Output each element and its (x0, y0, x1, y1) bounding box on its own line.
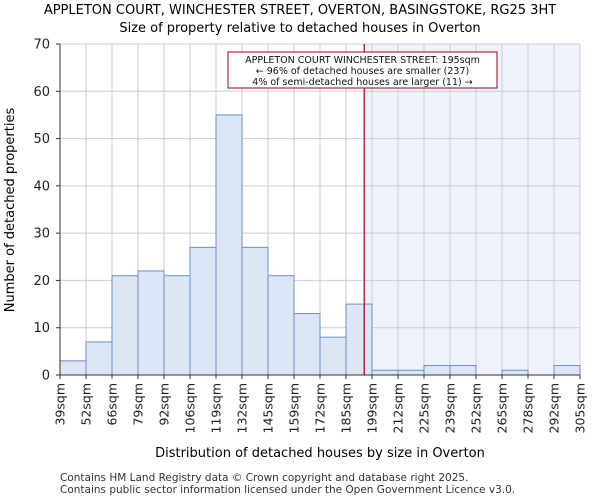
annotation-border (227, 51, 498, 89)
footer-licence: Contains public sector information licen… (60, 484, 516, 496)
x-ticks: 39sqm 52sqm 66sqm 79sqm 92sqm 106sqm 119sqm 132… (53, 375, 588, 433)
x-tick-label: 52sqm (79, 383, 94, 426)
x-tick-label: 185sqm (339, 383, 354, 433)
bar-79sqm (137, 270, 165, 376)
x-tick-label: 66sqm (105, 383, 120, 426)
bar-159sqm (293, 313, 321, 376)
bar-172sqm (319, 336, 347, 376)
x-tick-label: 278sqm (521, 383, 536, 433)
grid-lines (59, 43, 581, 376)
x-tick-label: 225sqm (417, 383, 432, 433)
bar-265sqm (501, 369, 529, 376)
bar-106sqm (189, 246, 217, 376)
x-tick-label: 265sqm (495, 383, 510, 433)
bar-39sqm (59, 360, 87, 376)
bar-292sqm (553, 365, 581, 376)
bar-225sqm (423, 365, 451, 376)
x-axis-label: Distribution of detached houses by size … (155, 446, 485, 461)
y-tick-label: 20 (33, 274, 50, 289)
bar-212sqm (397, 369, 425, 376)
y-axis-label: Number of detached properties (3, 108, 18, 313)
y-ticks: 0 10 20 30 40 50 60 70 (33, 38, 60, 384)
bar-239sqm (449, 365, 477, 376)
annotation-line-3: 4% of semi-detached houses are larger (1… (252, 77, 472, 88)
x-tick-label: 252sqm (469, 383, 484, 433)
y-tick-label: 10 (33, 321, 50, 336)
x-tick-label: 92sqm (157, 383, 172, 426)
x-tick-label: 132sqm (235, 383, 250, 433)
x-tick-label: 145sqm (261, 383, 276, 433)
x-tick-label: 172sqm (313, 383, 328, 433)
bar-199sqm (371, 369, 399, 376)
annotation-line-2: ← 96% of detached houses are smaller (23… (256, 66, 469, 77)
bar-185sqm (345, 303, 373, 376)
footer-copyright: Contains HM Land Registry data © Crown c… (60, 472, 469, 484)
chart-subtitle: Size of property relative to detached ho… (119, 21, 481, 36)
highlight-region (364, 44, 580, 375)
y-tick-label: 0 (42, 369, 50, 384)
y-tick-label: 50 (33, 132, 50, 147)
annotation-box: APPLETON COURT WINCHESTER STREET: 195sqm… (227, 51, 498, 89)
y-tick-label: 60 (33, 85, 50, 100)
bar-119sqm (215, 114, 243, 376)
bar-52sqm (85, 341, 113, 376)
bar-132sqm (241, 246, 269, 376)
y-tick-label: 30 (33, 227, 50, 242)
bar-66sqm (111, 275, 139, 376)
x-tick-label: 79sqm (131, 383, 146, 426)
x-tick-label: 106sqm (183, 383, 198, 433)
x-tick-label: 212sqm (391, 383, 406, 433)
bar-145sqm (267, 275, 295, 376)
x-tick-label: 159sqm (287, 383, 302, 433)
chart-title: APPLETON COURT, WINCHESTER STREET, OVERT… (43, 3, 557, 18)
y-tick-label: 70 (33, 38, 50, 53)
bars (59, 114, 581, 376)
bar-92sqm (163, 275, 191, 376)
x-tick-label: 292sqm (547, 383, 562, 433)
x-tick-label: 39sqm (53, 383, 68, 426)
x-tick-label: 239sqm (443, 383, 458, 433)
y-tick-label: 40 (33, 179, 50, 194)
x-tick-label: 119sqm (209, 383, 224, 433)
x-tick-label: 305sqm (573, 383, 588, 433)
annotation-line-1: APPLETON COURT WINCHESTER STREET: 195sqm (245, 55, 480, 66)
x-tick-label: 199sqm (365, 383, 380, 433)
